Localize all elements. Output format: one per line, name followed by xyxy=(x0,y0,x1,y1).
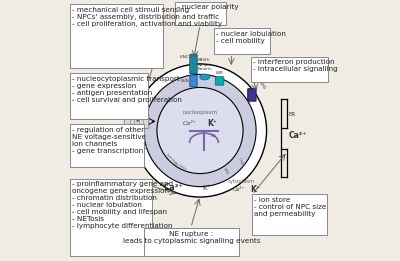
FancyBboxPatch shape xyxy=(252,194,326,235)
Text: Ca²⁺: Ca²⁺ xyxy=(289,131,307,140)
Text: - ion store
- control of NPC size
and permeability: - ion store - control of NPC size and pe… xyxy=(254,197,327,217)
FancyBboxPatch shape xyxy=(70,4,163,68)
FancyBboxPatch shape xyxy=(214,28,270,54)
Text: KASH/
Nesprin: KASH/ Nesprin xyxy=(197,58,213,67)
FancyBboxPatch shape xyxy=(144,228,239,256)
Text: lamina: lamina xyxy=(165,153,178,165)
Circle shape xyxy=(157,87,243,174)
FancyBboxPatch shape xyxy=(215,77,224,85)
FancyBboxPatch shape xyxy=(175,2,226,25)
Text: NII: NII xyxy=(210,134,216,138)
Text: ORM: ORM xyxy=(237,157,244,167)
Text: - nuclear polarity: - nuclear polarity xyxy=(177,4,239,10)
Text: - proinflammatory gene and
oncogene gene expression
- chromatin distribution
- n: - proinflammatory gene and oncogene gene… xyxy=(72,181,173,229)
FancyBboxPatch shape xyxy=(124,114,149,128)
Text: ion
channels: ion channels xyxy=(106,147,128,158)
Text: LBR: LBR xyxy=(216,71,224,75)
Text: NE rupture :
leads to cytoplasmic signalling events: NE rupture : leads to cytoplasmic signal… xyxy=(123,231,260,244)
Ellipse shape xyxy=(200,74,210,80)
Text: K⁺: K⁺ xyxy=(202,185,211,191)
Text: - nucleocytoplasmic transport
- gene expression
- antigen presentation
- cell su: - nucleocytoplasmic transport - gene exp… xyxy=(72,76,182,103)
FancyBboxPatch shape xyxy=(190,75,197,87)
Text: - regulation of other
NE voltage-sensitive
ion channels
- gene transcription: - regulation of other NE voltage-sensiti… xyxy=(72,127,146,153)
FancyBboxPatch shape xyxy=(132,153,142,158)
FancyBboxPatch shape xyxy=(70,73,148,119)
Text: K⁺: K⁺ xyxy=(207,120,217,128)
Text: Ca²⁺: Ca²⁺ xyxy=(233,187,245,192)
Text: STIM1: STIM1 xyxy=(256,79,266,91)
Text: - interferon production
- intracellular signalling: - interferon production - intracellular … xyxy=(253,59,338,72)
Text: cytoplasm: cytoplasm xyxy=(228,179,256,184)
FancyBboxPatch shape xyxy=(251,57,328,82)
Text: - mechanical cell stimuli sensing
- NPCs' assembly, distribution and traffic
- c: - mechanical cell stimuli sensing - NPCs… xyxy=(72,7,222,27)
Circle shape xyxy=(144,74,256,187)
Text: LINC: LINC xyxy=(180,55,189,60)
Text: nuclear: nuclear xyxy=(172,160,188,171)
FancyBboxPatch shape xyxy=(70,124,144,167)
Text: Emerin: Emerin xyxy=(197,67,212,71)
Text: PML: PML xyxy=(222,168,230,177)
Circle shape xyxy=(134,64,266,197)
Text: nucleoplasm: nucleoplasm xyxy=(182,110,218,115)
FancyBboxPatch shape xyxy=(248,89,256,101)
Text: ER: ER xyxy=(289,112,296,117)
Text: NPC: NPC xyxy=(114,111,124,116)
Text: Ca²⁺: Ca²⁺ xyxy=(164,183,184,192)
FancyBboxPatch shape xyxy=(132,147,142,152)
FancyBboxPatch shape xyxy=(190,54,197,74)
Text: SUN: SUN xyxy=(181,79,189,83)
Text: Ca²⁺: Ca²⁺ xyxy=(182,121,196,127)
Text: K⁺: K⁺ xyxy=(250,185,260,194)
Text: - nuclear lobulation
- cell mobility: - nuclear lobulation - cell mobility xyxy=(216,31,286,44)
FancyBboxPatch shape xyxy=(70,179,152,256)
